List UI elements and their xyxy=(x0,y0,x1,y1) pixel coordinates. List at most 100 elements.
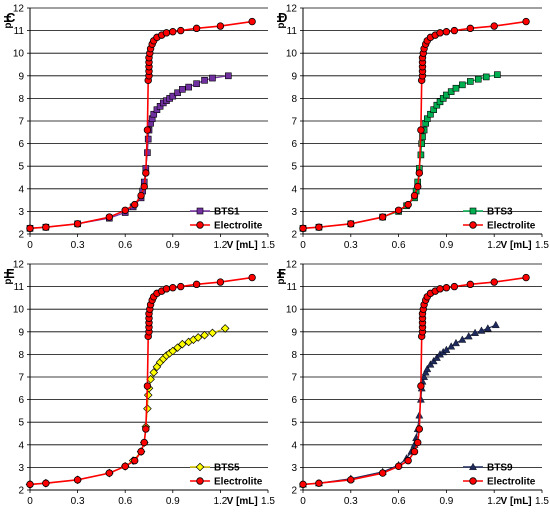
y-tick-label: 7 xyxy=(291,373,297,384)
y-tick-label: 6 xyxy=(18,395,24,406)
x-tick-label: 0 xyxy=(27,496,33,507)
data-point xyxy=(168,346,178,356)
x-tick-label: 0.3 xyxy=(71,240,85,251)
data-point xyxy=(417,126,425,134)
data-point xyxy=(200,330,209,340)
y-tick-label: 2 xyxy=(18,486,24,497)
data-point xyxy=(137,447,145,456)
y-tick-label: 12 xyxy=(286,260,298,271)
data-point xyxy=(466,280,474,289)
y-tick-label: 11 xyxy=(287,282,298,293)
data-point xyxy=(417,382,425,390)
legend: BTS9 Electrolite xyxy=(463,463,536,488)
x-axis-label: V [mL] xyxy=(227,496,258,507)
data-point xyxy=(474,75,482,83)
data-point xyxy=(208,328,217,338)
data-point xyxy=(225,72,232,80)
data-point xyxy=(490,278,498,286)
data-point xyxy=(192,24,201,33)
data-point xyxy=(169,28,177,36)
data-point xyxy=(137,191,145,200)
data-point xyxy=(26,224,34,233)
y-tick-label: 4 xyxy=(291,184,297,195)
data-point xyxy=(415,169,424,177)
data-point xyxy=(177,26,185,35)
x-tick-label: 0.9 xyxy=(439,240,453,251)
y-tick-label: 11 xyxy=(287,26,298,37)
y-tick-label: 3 xyxy=(18,463,24,474)
x-tick-label: 0.3 xyxy=(71,496,85,507)
y-tick-label: 5 xyxy=(18,418,24,429)
y-tick-label: 3 xyxy=(291,463,297,474)
data-point xyxy=(174,89,181,97)
data-point xyxy=(131,200,139,209)
x-tick-label: 1.5 xyxy=(261,496,275,507)
data-point xyxy=(522,273,530,282)
legend-label: Electrolite xyxy=(487,221,536,232)
x-tick-label: 0.3 xyxy=(344,240,358,251)
y-tick-label: 4 xyxy=(18,440,24,451)
data-point xyxy=(394,206,403,214)
data-point xyxy=(471,328,480,336)
data-point xyxy=(452,84,460,92)
data-point xyxy=(459,81,466,89)
panel-label: C xyxy=(6,10,16,25)
y-tick-label: 4 xyxy=(291,440,297,451)
data-point xyxy=(178,339,187,349)
x-tick-label: 1.5 xyxy=(535,496,549,507)
data-point xyxy=(414,438,422,447)
data-point xyxy=(216,278,225,286)
y-tick-label: 2 xyxy=(18,230,24,241)
x-tick-label: 1.2 xyxy=(213,240,227,251)
legend-label: BTS5 xyxy=(214,463,240,474)
data-point xyxy=(209,74,216,82)
y-tick-label: 6 xyxy=(291,395,297,406)
data-point xyxy=(423,364,432,373)
legend-label: BTS3 xyxy=(487,207,513,218)
data-point xyxy=(447,88,455,95)
y-tick-label: 12 xyxy=(13,260,25,271)
data-point xyxy=(477,326,486,334)
data-point xyxy=(140,182,148,191)
panel-label: F xyxy=(278,266,286,281)
data-point xyxy=(436,285,444,293)
legend: BTS1 Electrolite xyxy=(190,207,263,232)
x-tick-label: 0.3 xyxy=(344,496,358,507)
y-tick-label: 7 xyxy=(291,117,297,128)
data-point xyxy=(494,71,501,78)
x-axis-label: V [mL] xyxy=(501,496,532,507)
x-axis-label: V [mL] xyxy=(227,240,258,251)
data-point xyxy=(466,24,474,33)
y-tick-label: 3 xyxy=(18,207,24,218)
data-point xyxy=(443,91,450,99)
data-point xyxy=(42,223,50,231)
data-point xyxy=(140,438,148,447)
legend-marker xyxy=(469,207,477,215)
data-point xyxy=(143,126,152,134)
legend-label: Electrolite xyxy=(214,477,263,488)
data-point xyxy=(193,80,200,88)
legend-marker xyxy=(469,221,477,229)
data-point xyxy=(143,404,152,413)
data-point xyxy=(442,284,451,292)
legend-marker xyxy=(195,462,205,472)
data-point xyxy=(450,282,459,291)
data-point xyxy=(436,29,444,37)
data-point xyxy=(482,73,490,81)
data-point xyxy=(142,425,150,433)
data-point xyxy=(179,86,186,93)
legend-marker xyxy=(196,221,204,229)
y-tick-label: 12 xyxy=(286,4,298,15)
panel-label: D xyxy=(278,10,287,25)
x-tick-label: 0.6 xyxy=(118,240,132,251)
x-tick-label: 0 xyxy=(300,496,306,507)
legend-marker xyxy=(469,462,477,470)
data-point xyxy=(248,273,256,282)
chart-panel-f: 2 3 4 5 6 7 8 9 10 11 12 0 0.3 0.6 0.9 1.2 1.5V [mL] pHF B… xyxy=(276,260,549,508)
data-point xyxy=(143,382,152,390)
y-tick-label: 6 xyxy=(291,139,297,150)
y-tick-label: 5 xyxy=(291,162,297,173)
data-point xyxy=(121,206,129,214)
data-point xyxy=(105,213,114,221)
data-point xyxy=(414,182,422,191)
